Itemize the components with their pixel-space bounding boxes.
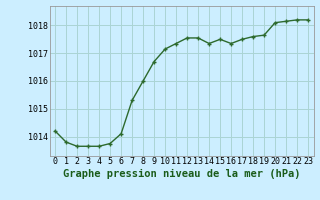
X-axis label: Graphe pression niveau de la mer (hPa): Graphe pression niveau de la mer (hPa)	[63, 169, 300, 179]
